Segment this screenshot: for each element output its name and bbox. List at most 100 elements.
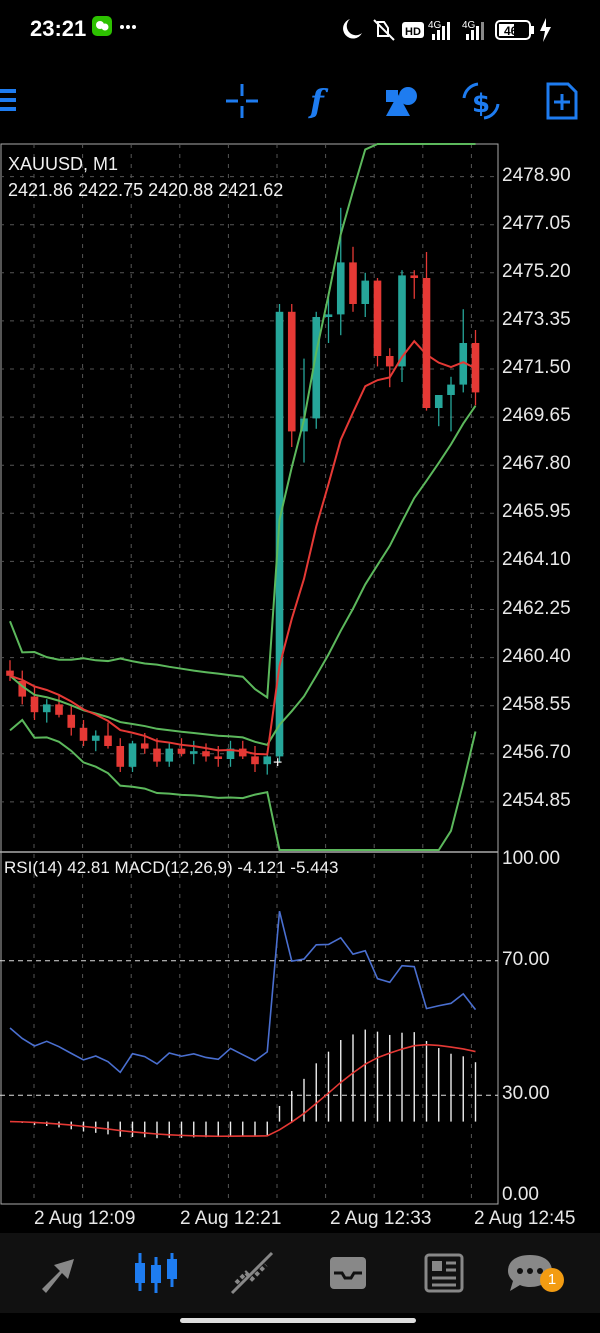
macd-signal [9, 1043, 476, 1138]
new-order-button[interactable] [538, 72, 586, 128]
price-tick-label: 2478.90 [502, 164, 571, 186]
price-tick-label: 2467.80 [502, 453, 571, 475]
candle-body [361, 280, 370, 304]
candle-body [18, 681, 27, 697]
messages-badge: 1 [540, 1268, 564, 1292]
candle-body [385, 356, 394, 367]
bollinger-upper [9, 143, 476, 700]
time-tick-label: 2 Aug 12:21 [180, 1208, 282, 1229]
bottom-navigation [0, 1233, 600, 1313]
crosshair-marker: + [273, 755, 282, 772]
nav-quotes[interactable] [30, 1243, 90, 1303]
time-tick-label: 2 Aug 12:33 [330, 1208, 432, 1229]
crosshair-button[interactable] [218, 72, 266, 128]
candle-body [165, 748, 174, 762]
candle-body [459, 343, 468, 385]
crosshair-icon [226, 84, 258, 118]
new-order-icon [546, 82, 578, 120]
status-icons: HD 4G 4G 46 [343, 18, 551, 42]
candle-body [116, 746, 125, 767]
candle-body [42, 704, 51, 713]
nav-news[interactable] [414, 1243, 474, 1303]
battery-icon: 46 [495, 20, 534, 40]
quotes-icon [42, 1259, 74, 1293]
candle-body [6, 670, 14, 676]
nav-trade[interactable] [222, 1243, 282, 1303]
moving-average [9, 339, 476, 756]
moon-icon [343, 19, 362, 39]
candle-body [447, 384, 455, 395]
candle-body [140, 743, 149, 749]
chart-symbol: XAUUSD, M1 [8, 154, 119, 174]
candle-body [312, 317, 321, 419]
price-chart[interactable]: + [0, 140, 600, 1208]
candle-body [79, 727, 88, 741]
time-tick-label: 2 Aug 12:45 [474, 1208, 576, 1229]
candle-body [434, 395, 443, 408]
objects-button[interactable] [378, 72, 426, 128]
candle-body [336, 262, 345, 315]
news-icon [424, 1253, 464, 1293]
price-tick-label: 2454.85 [502, 789, 571, 811]
svg-text:f: f [308, 82, 329, 120]
status-bar: 23:21 HD 4G 4G 46 [0, 0, 600, 62]
svg-text:HD: HD [405, 26, 421, 38]
trade-icon [230, 1251, 274, 1295]
candle-body [398, 275, 406, 367]
nav-chart[interactable] [126, 1243, 186, 1303]
menu-icon [0, 89, 16, 111]
candle-body [189, 751, 198, 754]
price-tick-label: 2462.25 [502, 597, 571, 619]
nav-history[interactable] [318, 1243, 378, 1303]
candle-body [67, 714, 76, 728]
price-tick-label: 2475.20 [502, 260, 571, 282]
inbox-icon [330, 1257, 366, 1289]
candle-body [202, 751, 210, 757]
bollinger-lower [9, 718, 477, 851]
chart-frame [0, 143, 499, 1205]
candle-body [177, 748, 186, 754]
indicator-tick-label: 70.00 [502, 948, 550, 970]
price-tick-label: 2458.55 [502, 693, 571, 715]
candle-body [55, 704, 63, 715]
price-tick-label: 2465.95 [502, 501, 571, 523]
candle-body [410, 275, 419, 278]
candle-body [153, 748, 161, 762]
candle-body [226, 748, 235, 759]
svg-text:$: $ [472, 89, 490, 119]
candle-body [324, 314, 333, 317]
signal-icon-2: 4G [462, 20, 484, 40]
status-notifications [92, 14, 152, 49]
price-tick-label: 2477.05 [502, 212, 571, 234]
svg-text:4G: 4G [462, 20, 476, 31]
signal-icon-1: 4G [428, 20, 450, 40]
chart-area[interactable]: + XAUUSD, M1 2421.86 2422.75 2420.88 242… [0, 140, 600, 1229]
indicator-tick-label: 30.00 [502, 1083, 550, 1105]
candle-body [91, 735, 100, 741]
candle-body [128, 743, 137, 767]
candle-body [214, 756, 223, 759]
candle-body [287, 311, 296, 432]
chart-toolbar: f $ [0, 72, 600, 130]
candle-body [263, 756, 272, 765]
price-tick-label: 2456.70 [502, 741, 571, 763]
status-time: 23:21 [30, 16, 87, 41]
symbols-button[interactable]: $ [458, 72, 506, 128]
indicator-tick-label: 0.00 [502, 1184, 539, 1205]
menu-button[interactable] [0, 72, 48, 128]
price-tick-label: 2469.65 [502, 405, 571, 427]
mute-icon [373, 19, 395, 41]
function-icon: f [308, 82, 329, 120]
bollinger-middle [9, 405, 477, 746]
hd-icon: HD [402, 22, 424, 38]
chart-ohlc: 2421.86 2422.75 2420.88 2421.62 [8, 180, 284, 200]
svg-text:46: 46 [504, 24, 518, 38]
rsi-line [9, 911, 477, 1074]
price-tick-label: 2471.50 [502, 357, 571, 378]
price-tick-label: 2464.10 [502, 549, 571, 571]
home-indicator[interactable] [180, 1318, 416, 1323]
candle-body [422, 278, 431, 408]
svg-text:4G: 4G [428, 20, 442, 31]
indicators-button[interactable]: f [296, 72, 344, 128]
chart-icon [135, 1253, 177, 1293]
